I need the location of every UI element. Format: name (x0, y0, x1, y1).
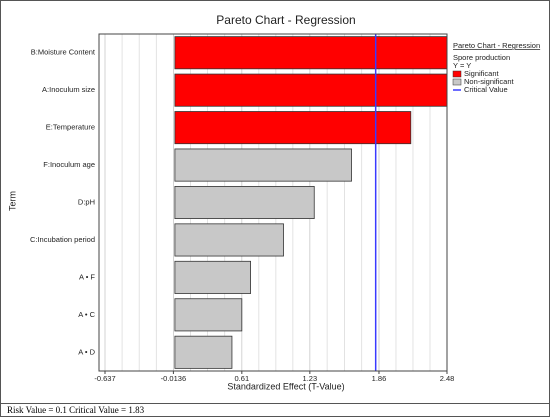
x-tick-label: 0.61 (235, 374, 250, 383)
y-tick-label: F:Inoculum age (43, 160, 95, 169)
bar (174, 223, 284, 257)
bars (174, 36, 447, 369)
legend-label: Non-significant (464, 77, 515, 86)
bar (174, 298, 243, 332)
bar (174, 148, 352, 182)
y-tick-label: B:Moisture Content (31, 48, 96, 57)
x-tick-label: 2.48 (440, 374, 455, 383)
legend-swatch (452, 78, 462, 86)
bar (174, 260, 251, 294)
critical-value: 1.83 (128, 405, 145, 415)
bar (174, 111, 412, 145)
legend-title: Pareto Chart - Regression (453, 41, 540, 50)
y-axis-label: Term (7, 191, 17, 211)
bar (174, 335, 233, 369)
legend-swatch (452, 70, 462, 78)
bar (174, 185, 315, 220)
y-tick-label: A • D (78, 347, 95, 356)
bar (174, 36, 447, 70)
x-tick-label: 1.86 (372, 374, 387, 383)
legend-label: Significant (464, 69, 500, 78)
footer: Risk Value = 0.1 Critical Value = 1.83 (1, 403, 549, 416)
bar (174, 73, 447, 107)
risk-label: Risk Value = (7, 405, 54, 415)
critical-label: Critical Value = (69, 405, 127, 415)
chart-title: Pareto Chart - Regression (216, 13, 355, 27)
legend-label: Critical Value (464, 85, 508, 94)
legend-subtitle: Spore production (453, 53, 510, 62)
x-tick-label: -0.0136 (161, 374, 186, 383)
legend-response: Y = Y (453, 61, 471, 70)
y-tick-label: A • F (79, 272, 95, 281)
plot-frame (98, 33, 448, 372)
y-tick-label: A:Inoculum size (42, 85, 95, 94)
risk-value: 0.1 (55, 405, 67, 415)
y-tick-label: A • C (78, 310, 95, 319)
x-axis-label: Standardized Effect (T-Value) (227, 381, 344, 391)
x-tick-label: -0.637 (94, 374, 115, 383)
y-tick-label: E:Temperature (46, 123, 95, 132)
y-tick-label: D:pH (78, 197, 95, 206)
x-tick-label: 1.23 (303, 374, 318, 383)
y-tick-label: C:Incubation period (30, 235, 95, 244)
chart: Pareto Chart - Regression Standardized E… (7, 13, 540, 391)
